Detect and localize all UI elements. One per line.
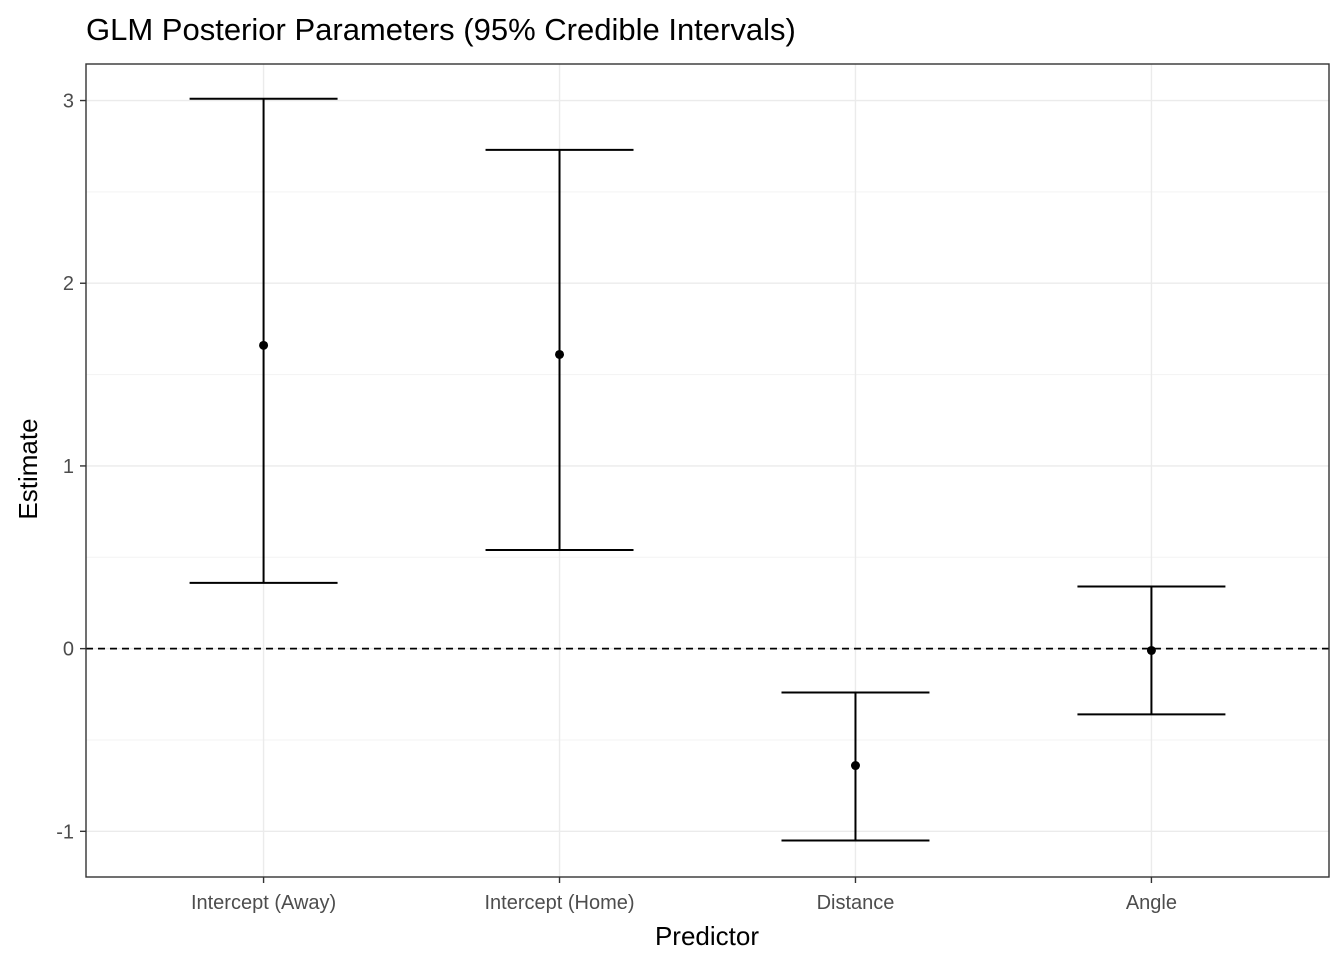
y-tick-label: -1 xyxy=(56,821,74,843)
x-tick-label: Angle xyxy=(1126,892,1177,914)
estimate-point xyxy=(259,340,269,350)
y-tick-label: 2 xyxy=(63,273,74,295)
estimate-point xyxy=(555,349,565,359)
plot-panel-border xyxy=(85,63,1330,878)
chart-title: GLM Posterior Parameters (95% Credible I… xyxy=(86,12,796,47)
y-tick-label: 1 xyxy=(63,456,74,478)
grid-lines xyxy=(86,64,1329,877)
x-axis: Intercept (Away) Intercept (Home) Distance… xyxy=(191,877,1177,914)
y-tick-label: 3 xyxy=(63,91,74,113)
error-bars xyxy=(189,97,1226,842)
errorbar-0 xyxy=(189,97,338,584)
x-axis-title: Predictor xyxy=(655,921,759,951)
x-tick-label: Distance xyxy=(817,892,895,914)
y-axis-title: Estimate xyxy=(13,418,43,519)
estimate-point xyxy=(1146,645,1156,655)
x-tick-label: Intercept (Home) xyxy=(484,892,634,914)
estimate-point xyxy=(850,761,860,771)
y-tick-label: 0 xyxy=(63,639,74,661)
y-axis: -1 0 1 2 3 xyxy=(56,91,86,843)
errorbar-2 xyxy=(781,691,930,842)
x-tick-label: Intercept (Away) xyxy=(191,892,336,914)
errorbar-1 xyxy=(485,148,634,551)
errorbar-3 xyxy=(1077,585,1226,716)
